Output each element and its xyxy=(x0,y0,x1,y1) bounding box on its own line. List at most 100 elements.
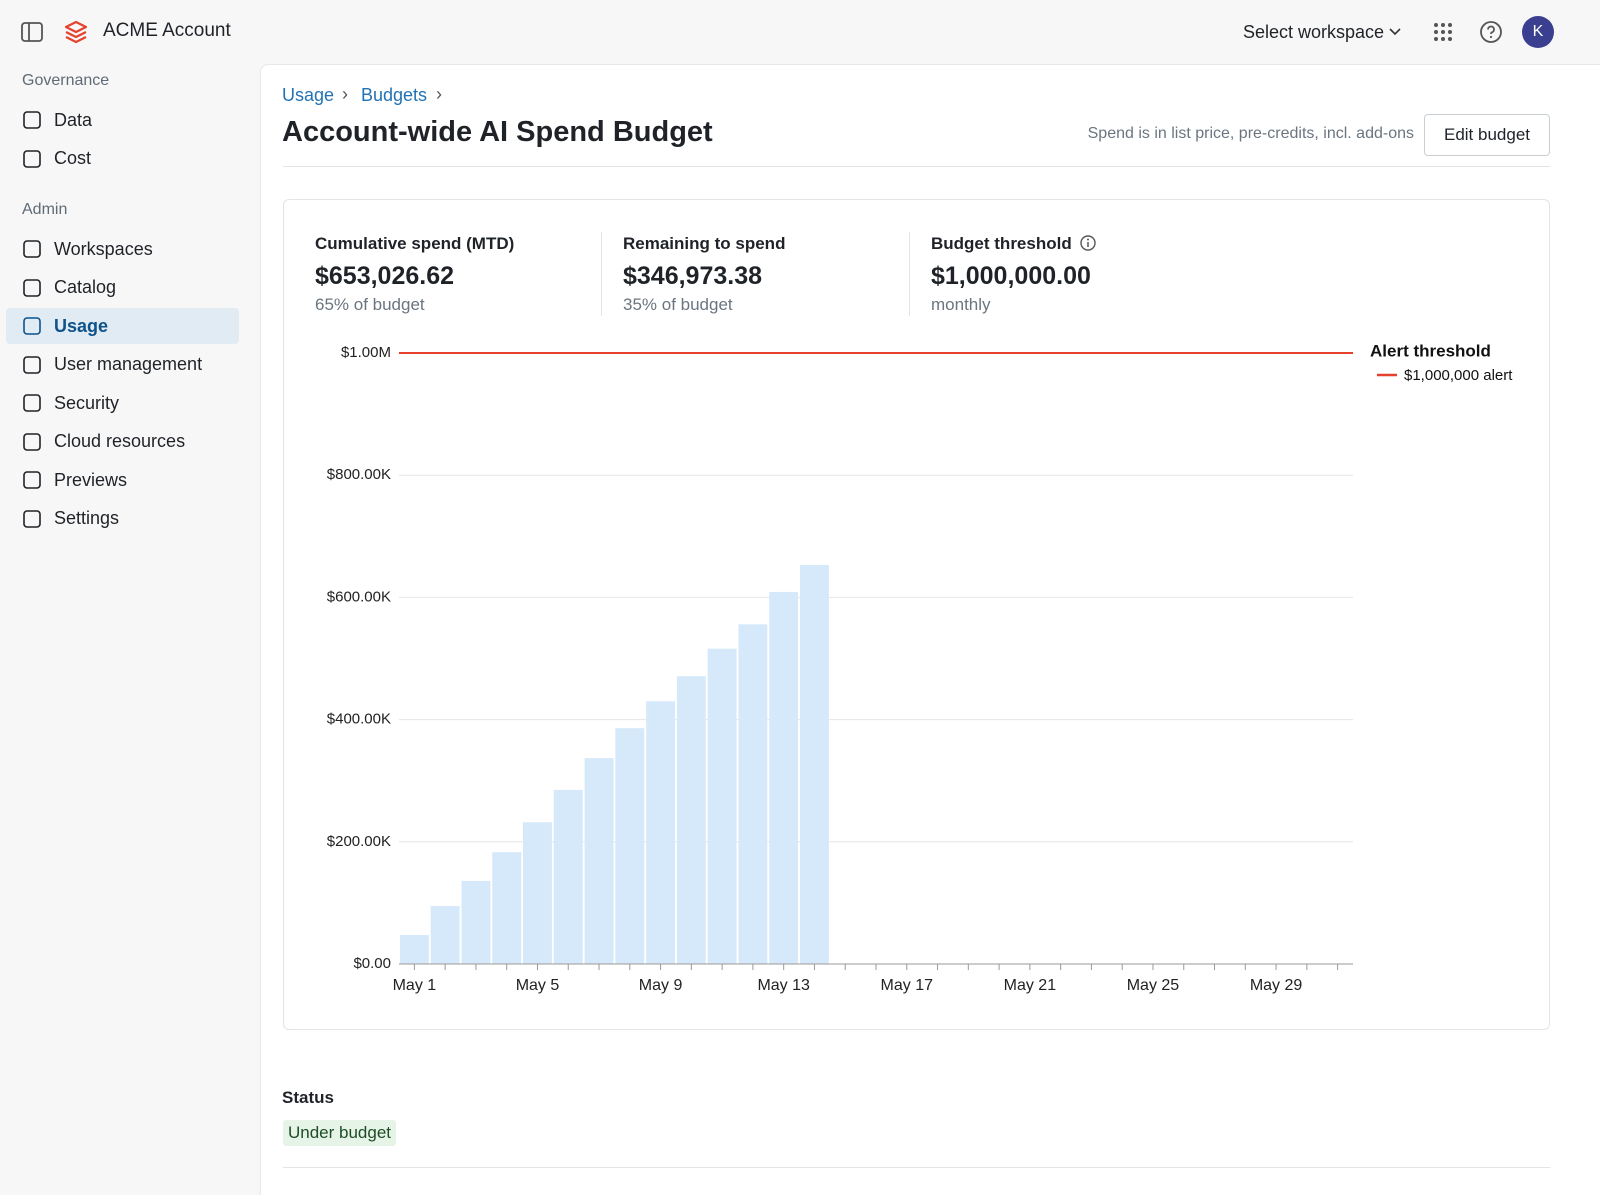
y-tick-label: $400.00K xyxy=(327,711,391,728)
nav-icon xyxy=(23,394,41,412)
chevron xyxy=(1389,28,1401,36)
bar xyxy=(799,565,829,964)
x-tick-label: May 17 xyxy=(881,977,934,994)
logo xyxy=(64,20,88,44)
apps-icon[interactable] xyxy=(1433,22,1453,42)
nav-icon xyxy=(23,432,41,451)
x-tick-label: May 5 xyxy=(516,977,560,994)
nav-label: Previews xyxy=(54,469,128,490)
nav-item[interactable]: Usage xyxy=(6,308,239,344)
nav-icon xyxy=(23,278,41,297)
y-tick-label: $1.00M xyxy=(341,344,391,361)
bar xyxy=(461,880,491,964)
stat-label-text: Budget threshold xyxy=(931,234,1072,253)
help-icon[interactable] xyxy=(1479,20,1503,44)
bar xyxy=(430,905,460,964)
stat: Budget threshold $1,000,000.00 monthly xyxy=(931,234,1096,315)
nav-icon xyxy=(23,240,41,258)
bar xyxy=(646,701,676,964)
nav-label: Usage xyxy=(54,315,109,336)
stat-label: Cumulative spend (MTD) xyxy=(315,234,515,253)
stat-sub: 35% of budget xyxy=(623,295,733,314)
nav-icon xyxy=(23,355,41,374)
y-tick-label: $0.00 xyxy=(353,955,391,972)
x-tick-label: May 21 xyxy=(1004,977,1057,994)
nav-item[interactable]: Data xyxy=(6,102,239,138)
divider xyxy=(601,232,602,316)
info-icon[interactable] xyxy=(1080,235,1096,251)
chart: $0.00 $200.00K $400.00K $600.00K $800.00K $1.… xyxy=(327,341,1513,994)
stat: Cumulative spend (MTD) $653,026.62 65% of … xyxy=(315,234,514,315)
x-tick-label: May 1 xyxy=(393,977,437,994)
nav-section: Admin xyxy=(22,201,68,218)
nav-item[interactable]: Settings xyxy=(6,501,239,537)
stat-value: $653,026.62 xyxy=(315,262,455,290)
breadcrumb[interactable]: Usage xyxy=(282,85,335,105)
x-tick-label: May 9 xyxy=(639,977,683,994)
divider xyxy=(283,166,1550,167)
nav-item[interactable]: Cloud resources xyxy=(6,424,239,460)
stat-value: $1,000,000.00 xyxy=(931,262,1091,290)
legend-label: $1,000,000 alert xyxy=(1404,367,1513,384)
stat: Remaining to spend $346,973.38 35% of budg… xyxy=(623,234,785,315)
nav-label: Workspaces xyxy=(54,238,153,259)
nav-item[interactable]: User management xyxy=(6,347,239,383)
bar xyxy=(492,852,522,964)
breadcrumb[interactable]: Budgets xyxy=(361,85,428,105)
sidebar-toggle[interactable] xyxy=(21,22,43,42)
nav-icon xyxy=(23,111,41,129)
nav-item[interactable]: Previews xyxy=(6,462,239,498)
bar xyxy=(769,591,799,964)
nav-item[interactable]: Catalog xyxy=(6,270,239,306)
stat-sub: 65% of budget xyxy=(315,295,425,314)
bar xyxy=(399,934,429,964)
breadcrumb-sep: › xyxy=(436,84,442,104)
nav-label: Cost xyxy=(54,148,92,168)
bar xyxy=(738,624,768,964)
nav-icon xyxy=(23,471,41,489)
nav-label: Cloud resources xyxy=(54,431,186,451)
nav-label: User management xyxy=(54,354,203,374)
nav-icon xyxy=(23,317,41,335)
status-title: Status xyxy=(282,1088,334,1107)
nav-item[interactable]: Cost xyxy=(6,141,239,177)
nav-label: Catalog xyxy=(54,277,117,297)
bar xyxy=(615,728,645,964)
x-tick-label: May 13 xyxy=(757,977,810,994)
chart-card: Cumulative spend (MTD) $653,026.62 65% of … xyxy=(283,199,1550,1030)
bar xyxy=(523,822,552,964)
avatar[interactable]: K xyxy=(1522,16,1554,48)
page-title: Account-wide AI Spend Budget xyxy=(282,116,713,148)
edit-button[interactable]: Edit budget xyxy=(1424,114,1550,156)
nav-section: Governance xyxy=(22,72,110,89)
x-tick-label: May 29 xyxy=(1250,977,1303,994)
bar xyxy=(707,648,737,964)
legend-title: Alert threshold xyxy=(1370,341,1491,360)
y-tick-label: $800.00K xyxy=(327,466,391,483)
nav-label: Data xyxy=(54,109,93,130)
nav-icon xyxy=(23,149,41,168)
note: Spend is in list price, pre-credits, inc… xyxy=(1087,125,1414,142)
stat-value: $346,973.38 xyxy=(623,262,763,290)
x-tick-label: May 25 xyxy=(1127,977,1180,994)
nav-label: Security xyxy=(54,392,120,413)
bar xyxy=(676,676,706,964)
bar xyxy=(584,758,614,964)
divider xyxy=(283,1167,1550,1168)
status-badge: Under budget xyxy=(283,1120,397,1146)
y-tick-label: $600.00K xyxy=(327,588,391,605)
stat-label: Remaining to spend xyxy=(623,234,786,253)
stat-sub: monthly xyxy=(931,295,991,314)
nav-item[interactable]: Security xyxy=(6,385,239,421)
divider xyxy=(909,232,910,316)
app-name: ACME Account xyxy=(103,20,231,41)
nav-item[interactable]: Workspaces xyxy=(6,231,239,267)
y-tick-label: $200.00K xyxy=(327,833,391,850)
stat-label: Budget threshold xyxy=(931,234,1096,258)
breadcrumb-sep: › xyxy=(342,84,348,104)
workspace-select[interactable]: Select workspace xyxy=(1243,22,1385,42)
nav-icon xyxy=(23,509,41,528)
nav-label: Settings xyxy=(54,508,120,528)
bar xyxy=(553,789,583,964)
